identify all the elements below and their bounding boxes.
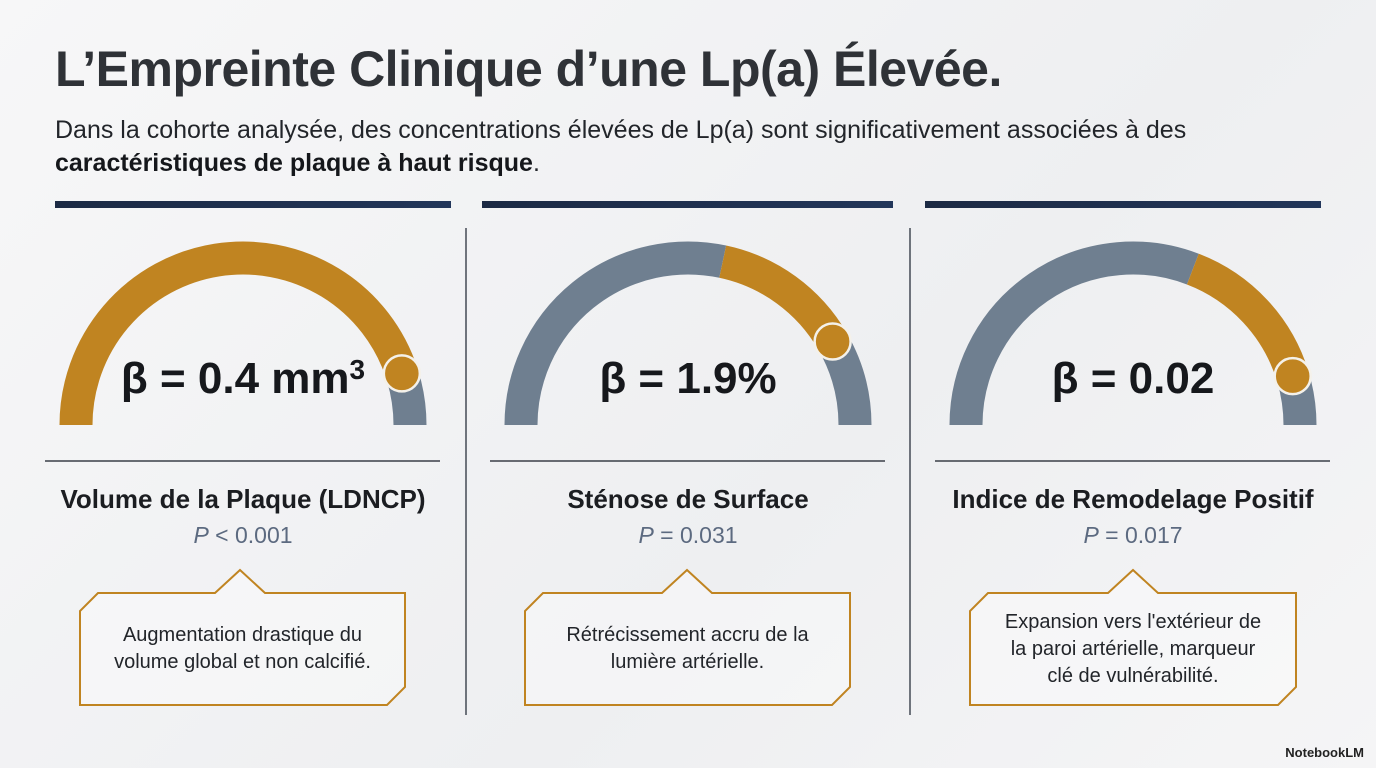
p-value: P = 0.031 xyxy=(538,522,838,549)
p-text: = 0.017 xyxy=(1105,522,1183,548)
top-bar xyxy=(55,201,451,208)
p-text: < 0.001 xyxy=(215,522,293,548)
metric-label: Sténose de Surface xyxy=(567,484,809,514)
p-value: P < 0.001 xyxy=(93,522,393,549)
gauge-value: β = 0.4 mm3 xyxy=(43,354,443,404)
metric-label: Indice de Remodelage Positif xyxy=(952,484,1314,514)
metric-label: Volume de la Plaque (LDNCP) xyxy=(60,484,426,514)
note-line: la paroi artérielle, marqueur xyxy=(1010,637,1256,660)
p-symbol: P xyxy=(1083,522,1099,548)
subtitle: Dans la cohorte analysée, des concentrat… xyxy=(55,114,1315,180)
value-sup: 3 xyxy=(349,354,366,385)
note-line: Rétrécissement accru de la xyxy=(566,624,809,646)
top-bar xyxy=(482,201,893,208)
p-symbol: P xyxy=(193,522,209,548)
p-symbol: P xyxy=(638,522,654,548)
callout-box xyxy=(524,568,851,706)
gauge-knob xyxy=(813,322,852,361)
note-line: lumière artérielle. xyxy=(610,651,765,673)
top-bar xyxy=(925,201,1321,208)
p-value: P = 0.017 xyxy=(983,522,1283,549)
brand: NotebookLM xyxy=(1285,745,1364,760)
gauge-value: β = 1.9% xyxy=(488,354,888,404)
value-text: β = 0.02 xyxy=(1051,354,1215,403)
value-text: β = 1.9% xyxy=(599,354,777,403)
note-line: clé de vulnérabilité. xyxy=(1047,664,1219,687)
callout-box xyxy=(969,568,1297,706)
note-line: volume global et non calcifié. xyxy=(114,651,371,673)
subtitle-bold: caractéristiques de plaque à haut risque xyxy=(55,149,533,177)
gauge-value: β = 0.02 xyxy=(933,354,1333,404)
gauge-knob xyxy=(1273,356,1312,396)
subtitle-end: . xyxy=(532,149,540,177)
gauge-knob xyxy=(382,354,422,393)
note-line: Expansion vers l'extérieur de xyxy=(1004,610,1262,633)
gauge-arc xyxy=(59,241,418,426)
value-text: β = 0.4 mm xyxy=(120,354,350,403)
subtitle-text: Dans la cohorte analysée, des concentrat… xyxy=(55,116,1187,144)
gauge-arc xyxy=(949,241,1199,426)
title: L’Empreinte Clinique d’une Lp(a) Élevée. xyxy=(55,41,1002,97)
callout-box xyxy=(79,568,406,706)
gauge-arc xyxy=(504,241,727,426)
gauge-arc xyxy=(718,245,847,351)
note-line: Augmentation drastique du xyxy=(122,624,363,646)
p-text: = 0.031 xyxy=(660,522,738,548)
